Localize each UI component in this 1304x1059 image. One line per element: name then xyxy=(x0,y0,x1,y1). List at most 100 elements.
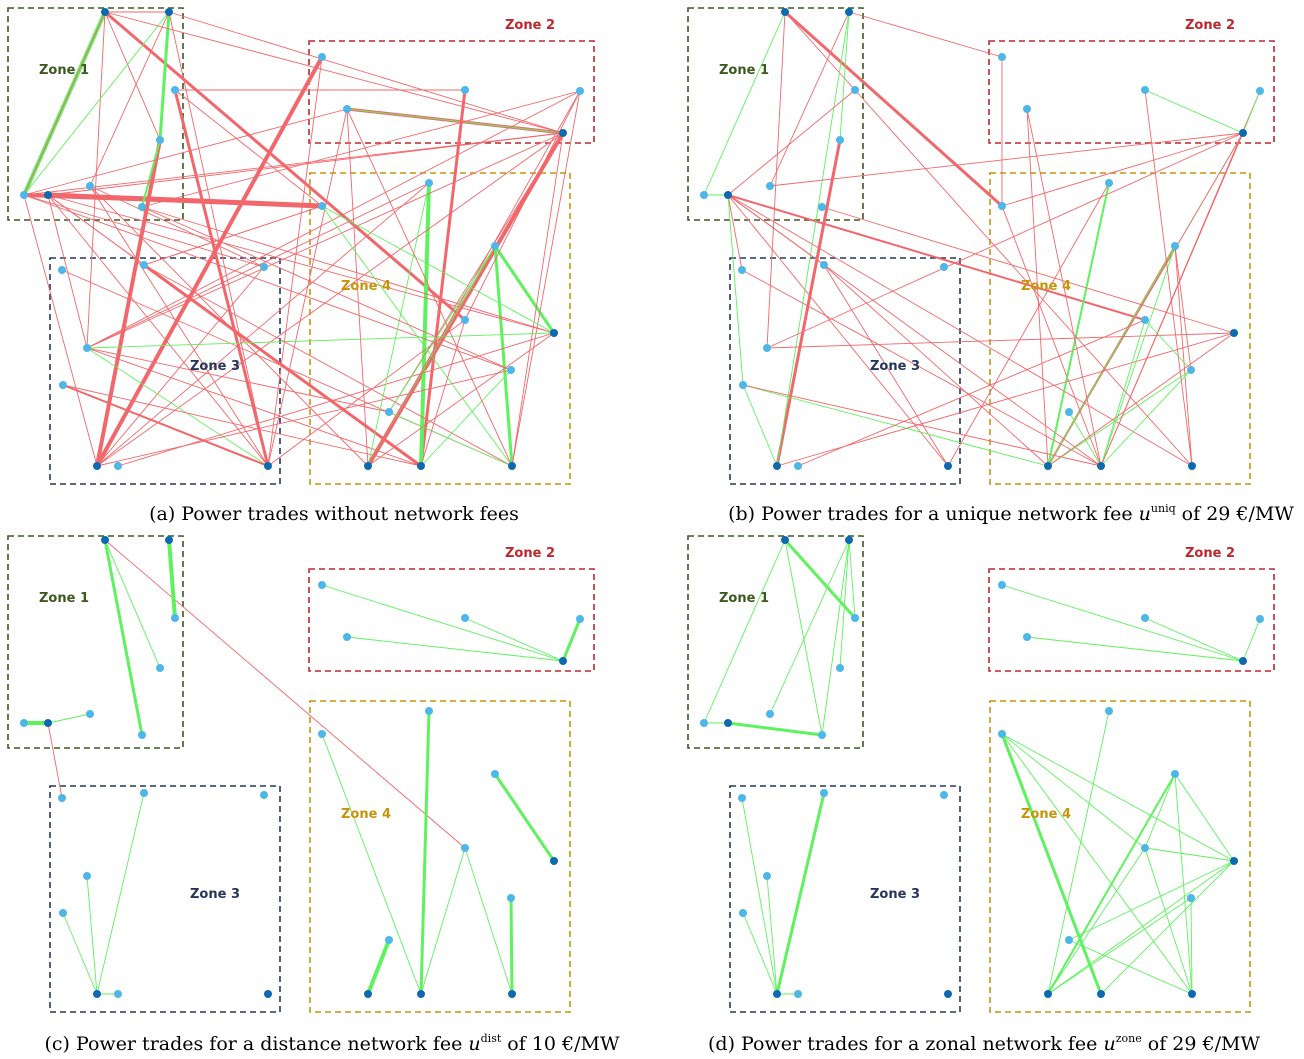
trade-line-green xyxy=(703,539,786,724)
node-light xyxy=(763,344,771,352)
trade-line-red xyxy=(511,132,564,467)
node-light xyxy=(86,710,94,718)
trade-line-green xyxy=(1047,773,1176,995)
agent-nodes xyxy=(20,536,584,998)
trade-line-green xyxy=(419,709,431,996)
node-light xyxy=(461,316,469,324)
node-light xyxy=(820,261,828,269)
node-dark xyxy=(944,462,952,470)
zone-4-box xyxy=(309,172,571,485)
node-dark xyxy=(165,536,173,544)
node-light xyxy=(140,789,148,797)
zone-4-label: Zone 4 xyxy=(341,279,391,294)
trade-line-green xyxy=(1001,733,1193,995)
trade-line-green xyxy=(367,182,430,467)
node-light xyxy=(343,633,351,641)
trade-line-red xyxy=(1100,132,1244,467)
node-dark xyxy=(44,191,52,199)
node-light xyxy=(318,202,326,210)
trade-line-red xyxy=(727,89,856,196)
node-light xyxy=(1141,844,1149,852)
agent-nodes xyxy=(700,536,1264,998)
trade-line-green xyxy=(1026,636,1244,662)
trade-line-red xyxy=(797,319,1146,467)
node-light xyxy=(820,789,828,797)
node-light xyxy=(1105,179,1113,187)
trade-lines xyxy=(703,538,1261,996)
trade-line-green xyxy=(1100,245,1176,467)
zone-1-box xyxy=(687,7,864,221)
trade-line-green xyxy=(420,369,512,467)
trade-line-green xyxy=(321,733,422,995)
node-light xyxy=(739,909,747,917)
node-light xyxy=(851,614,859,622)
node-light xyxy=(1256,615,1264,623)
node-dark xyxy=(773,462,781,470)
trade-line-red xyxy=(47,722,63,799)
node-light xyxy=(998,581,1006,589)
caption-c-symbol: u xyxy=(468,1033,480,1055)
trade-line-green xyxy=(776,11,850,467)
node-light xyxy=(171,86,179,94)
zone-3-label: Zone 3 xyxy=(190,887,240,902)
trade-line-green xyxy=(1144,319,1192,371)
trade-line-red xyxy=(1174,245,1192,371)
trade-line-red xyxy=(104,11,564,134)
trade-line-red xyxy=(419,88,467,468)
node-dark xyxy=(1239,129,1247,137)
trade-line-green xyxy=(321,584,564,662)
zone-2-box xyxy=(988,568,1275,672)
node-light xyxy=(1171,770,1179,778)
caption-c-suffix: of 10 €/MW xyxy=(501,1033,620,1055)
node-dark xyxy=(781,536,789,544)
zone-2-label: Zone 2 xyxy=(1185,18,1235,33)
node-light xyxy=(138,731,146,739)
trade-line-red xyxy=(727,194,1102,467)
node-light xyxy=(83,872,91,880)
trade-line-red xyxy=(823,264,1049,467)
node-light xyxy=(425,179,433,187)
trade-line-red xyxy=(95,138,162,468)
zone-2-label: Zone 2 xyxy=(505,546,555,561)
node-dark xyxy=(550,857,558,865)
zone-4-label: Zone 4 xyxy=(341,807,391,822)
node-dark xyxy=(101,536,109,544)
trade-line-green xyxy=(1047,847,1146,995)
trade-line-green xyxy=(1047,369,1192,467)
trade-line-green xyxy=(769,539,850,715)
trade-line-green xyxy=(493,244,556,335)
zone-4-label: Zone 4 xyxy=(1021,279,1071,294)
trade-line-red xyxy=(23,194,265,268)
trade-line-red xyxy=(464,90,581,321)
node-light xyxy=(1065,936,1073,944)
trade-line-green xyxy=(1047,710,1110,995)
caption-d-prefix: (d) Power trades for a zonal network fee xyxy=(708,1033,1103,1055)
zone-4-box xyxy=(309,700,571,1013)
node-light xyxy=(58,266,66,274)
zone-1-label: Zone 1 xyxy=(719,63,769,78)
node-light xyxy=(461,844,469,852)
trade-line-red xyxy=(420,319,466,467)
trade-line-red xyxy=(775,138,842,468)
node-light xyxy=(940,791,948,799)
trade-line-green xyxy=(1242,618,1261,662)
trade-line-green xyxy=(464,847,513,995)
zone-2-box xyxy=(308,568,595,672)
zone-2-label: Zone 2 xyxy=(1185,546,1235,561)
node-light xyxy=(1256,87,1264,95)
trade-line-green xyxy=(1068,939,1193,995)
trade-line-green xyxy=(1144,847,1193,995)
trade-line-red xyxy=(141,90,581,208)
node-light xyxy=(1105,707,1113,715)
trade-line-red xyxy=(23,194,512,371)
node-dark xyxy=(1230,857,1238,865)
node-light xyxy=(507,894,515,902)
trade-line-red xyxy=(96,266,265,467)
trade-line-red xyxy=(346,108,513,467)
node-dark xyxy=(845,8,853,16)
node-dark xyxy=(559,129,567,137)
trade-line-green xyxy=(47,713,91,724)
trade-line-green xyxy=(839,11,850,141)
trade-line-green xyxy=(1001,733,1146,849)
trade-line-red xyxy=(168,11,564,134)
